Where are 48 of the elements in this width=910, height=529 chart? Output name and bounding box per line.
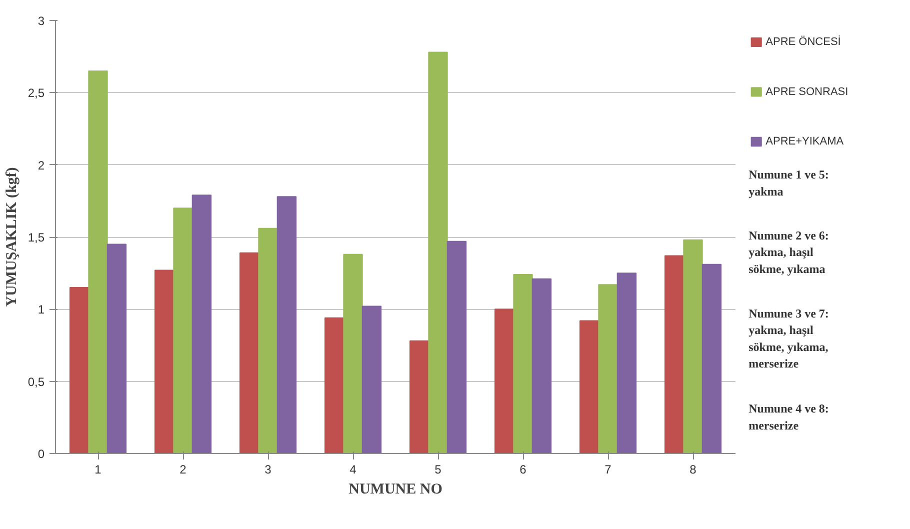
bar <box>324 317 344 454</box>
legend-label: APRE SONRASI <box>766 86 848 98</box>
y-tick-label: 2 <box>38 158 45 172</box>
y-tick-label: 2,5 <box>28 86 45 100</box>
bar <box>173 208 193 454</box>
y-tick-label: 0,5 <box>28 374 45 389</box>
bar <box>239 252 260 454</box>
y-tick-label: 1 <box>38 302 45 317</box>
x-tick-label: 1 <box>94 462 102 476</box>
bar <box>88 70 108 454</box>
bar <box>69 287 90 454</box>
bar <box>192 194 212 454</box>
x-tick-label: 6 <box>520 462 527 476</box>
text: Numune 1 ve 5: yakma <box>748 168 829 199</box>
bar <box>664 255 684 454</box>
bar <box>494 308 514 454</box>
text: Numune 4 ve 8: merserize <box>748 402 829 432</box>
bar <box>702 264 722 454</box>
bar <box>409 340 430 454</box>
text: Numune 3 ve 7: yakma, haşıl sökme, yıkama, merserize <box>748 306 829 371</box>
bar <box>598 284 618 454</box>
y-tick-label: 3 <box>38 14 45 28</box>
bar <box>616 272 637 454</box>
y-axis-title: YUMUŞAKLIK (kgf) <box>4 167 20 307</box>
x-tick-label: 7 <box>604 462 612 476</box>
y-tick-label: 1,5 <box>28 230 45 244</box>
legend-label: APRE+YIKAMA <box>766 136 844 148</box>
bar <box>258 228 278 454</box>
legend-label: APRE ÖNCESİ <box>766 35 841 48</box>
bar <box>276 196 297 454</box>
x-tick-label: 4 <box>350 462 357 476</box>
bar <box>532 278 552 454</box>
text: Numune 2 ve 6: yakma, haşıl sökme, yıkama <box>748 228 829 276</box>
x-tick-label: 3 <box>264 462 272 476</box>
bar <box>343 254 363 454</box>
bar <box>579 320 600 454</box>
bar <box>513 274 533 454</box>
bar <box>106 244 127 454</box>
bar <box>446 240 467 454</box>
bar <box>362 306 382 454</box>
x-tick-label: 2 <box>180 462 187 476</box>
x-tick-label: 8 <box>690 462 697 476</box>
x-axis-title: NUMUNE NO <box>348 482 442 498</box>
y-tick-label: 0 <box>38 447 45 461</box>
bar <box>154 270 174 454</box>
bar <box>428 52 448 454</box>
x-tick-label: 5 <box>434 462 442 476</box>
bar <box>683 239 703 454</box>
